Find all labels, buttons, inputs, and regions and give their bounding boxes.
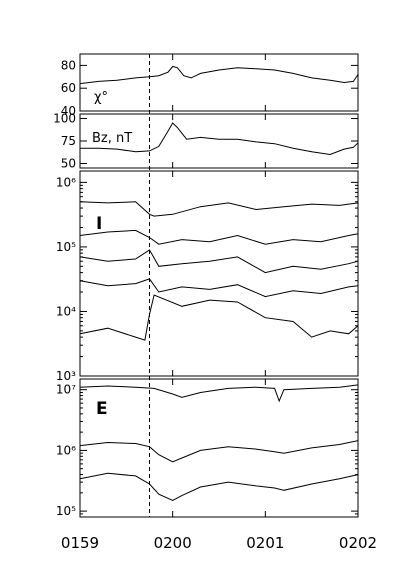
ytick-label-E-0: 10⁵ [56,504,76,518]
ytick-label-I-0: 10³ [56,369,76,383]
panel-frame-E [79,378,359,518]
ytick-label-I-2: 10⁵ [56,240,76,254]
series-line-chi-0 [79,65,359,85]
xtick-label-2: 0201 [246,534,284,552]
xtick-label-3: 0202 [339,534,377,552]
panel-label-E: E [96,399,108,419]
ytick-label-chi-2: 80 [61,58,76,72]
series-line-bz-0 [80,122,359,156]
ytick-label-bz-1: 75 [61,134,76,148]
series-line-I-3 [79,278,359,298]
xtick-label-0: 0159 [61,534,99,552]
ytick-label-I-1: 10⁴ [56,304,76,318]
series-line-E-1 [79,440,359,463]
series-line-E-2 [79,472,359,501]
panel-label-bz: Bz, nT [92,131,132,146]
ytick-label-bz-2: 100 [53,112,76,126]
ytick-label-E-1: 10⁶ [56,443,76,457]
ytick-label-I-3: 10⁶ [56,175,76,189]
series-line-E-0 [79,384,359,403]
panel-label-I: I [96,214,102,234]
series-line-I-0 [79,201,359,217]
ytick-label-bz-0: 50 [61,157,76,171]
series-line-I-4 [79,294,359,341]
panel-frame-chi [79,53,359,112]
xtick-label-1: 0200 [154,534,192,552]
series-line-I-1 [79,229,359,245]
panel-label-chi: χ° [94,90,108,105]
series-line-I-2 [79,249,359,274]
ytick-label-chi-1: 60 [61,81,76,95]
ytick-label-E-2: 10⁷ [56,383,76,397]
ytick-label-chi-0: 40 [61,104,76,118]
panel-frame-I [79,170,359,377]
